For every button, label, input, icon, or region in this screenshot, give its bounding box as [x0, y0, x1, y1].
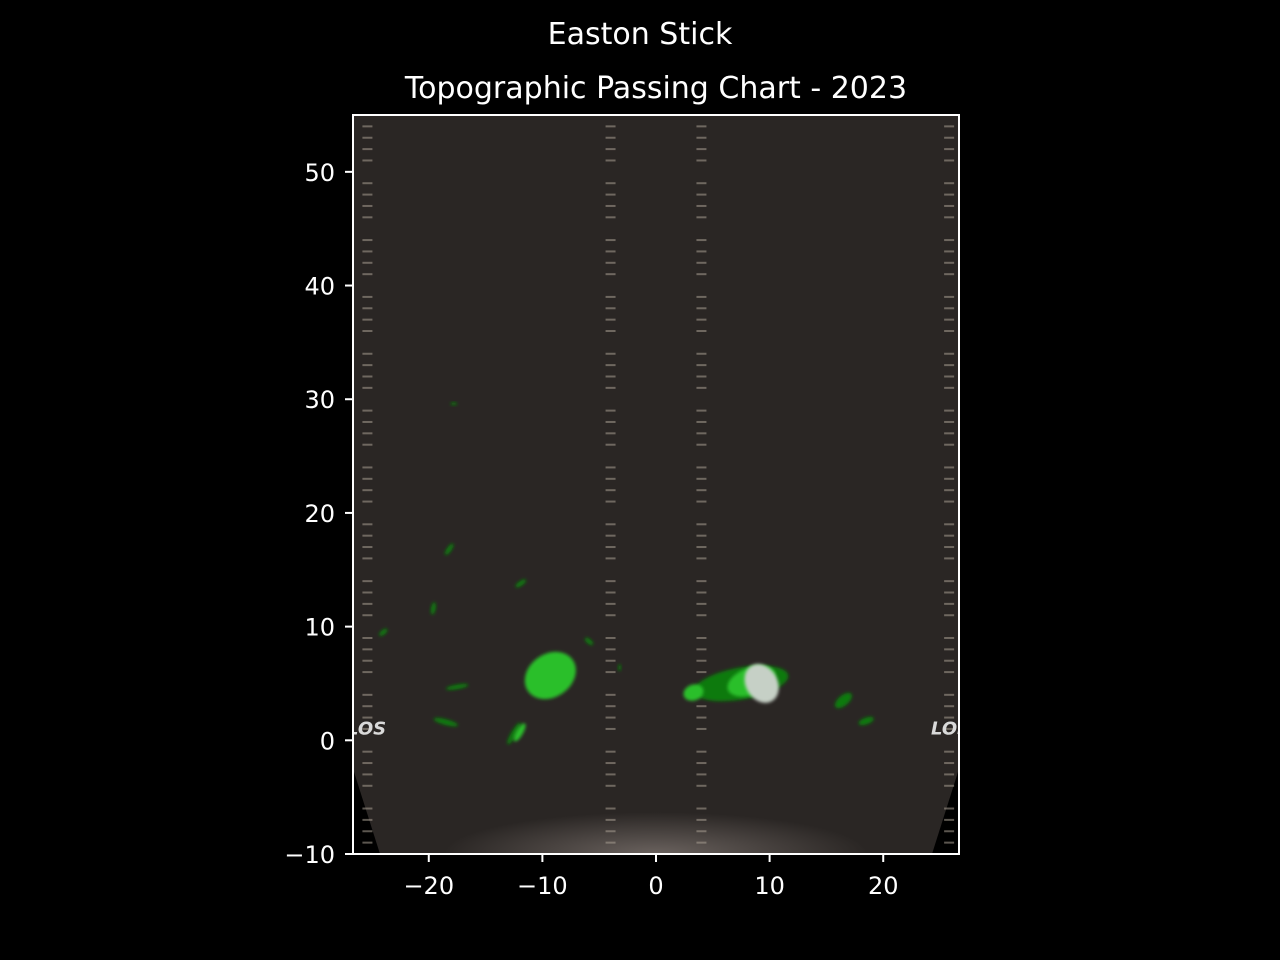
field-turf [353, 115, 959, 854]
density-region-low [618, 664, 622, 671]
corner-left [353, 768, 380, 854]
density-region-low [858, 716, 874, 726]
x-tick-label: 0 [648, 872, 663, 900]
density-region-low [379, 628, 388, 637]
pass-density-contours [379, 402, 874, 745]
density-region-low [515, 579, 527, 588]
y-tick-label: 0 [320, 727, 335, 755]
y-tick-label: 30 [304, 386, 335, 414]
density-region-low [444, 543, 454, 556]
football-field: LOS LOS [347, 115, 970, 854]
y-tick-label: 10 [304, 614, 335, 642]
corner-right [932, 768, 959, 854]
density-region-low [445, 683, 469, 690]
x-tick-label: −20 [403, 872, 454, 900]
x-axis: −20 −10 0 10 20 [403, 854, 898, 900]
density-region-low [834, 692, 852, 709]
x-tick-label: −10 [517, 872, 568, 900]
density-region-mid [683, 684, 704, 701]
y-axis: −10 0 10 20 30 40 50 [284, 159, 353, 869]
y-tick-label: 20 [304, 500, 335, 528]
x-tick-label: 20 [868, 872, 899, 900]
los-label-right: LOS [931, 719, 970, 740]
density-region-low [430, 602, 436, 615]
density-region-high [744, 664, 779, 703]
y-tick-label: 40 [304, 273, 335, 301]
density-region-mid [513, 723, 526, 742]
density-region-low [507, 722, 521, 745]
density-region-low [584, 637, 594, 646]
chart-suptitle: Easton Stick [548, 17, 733, 52]
backfield-glow [353, 734, 959, 854]
density-region-low [450, 402, 458, 406]
density-region-mid [524, 651, 576, 700]
y-tick-label: 50 [304, 159, 335, 187]
los-label-left: LOS [347, 719, 386, 740]
plot-area: LOS LOS [347, 115, 970, 854]
density-region-low [433, 717, 458, 727]
y-tick-label: −10 [284, 841, 335, 869]
chart-title: Topographic Passing Chart - 2023 [404, 71, 907, 106]
x-tick-label: 10 [754, 872, 785, 900]
